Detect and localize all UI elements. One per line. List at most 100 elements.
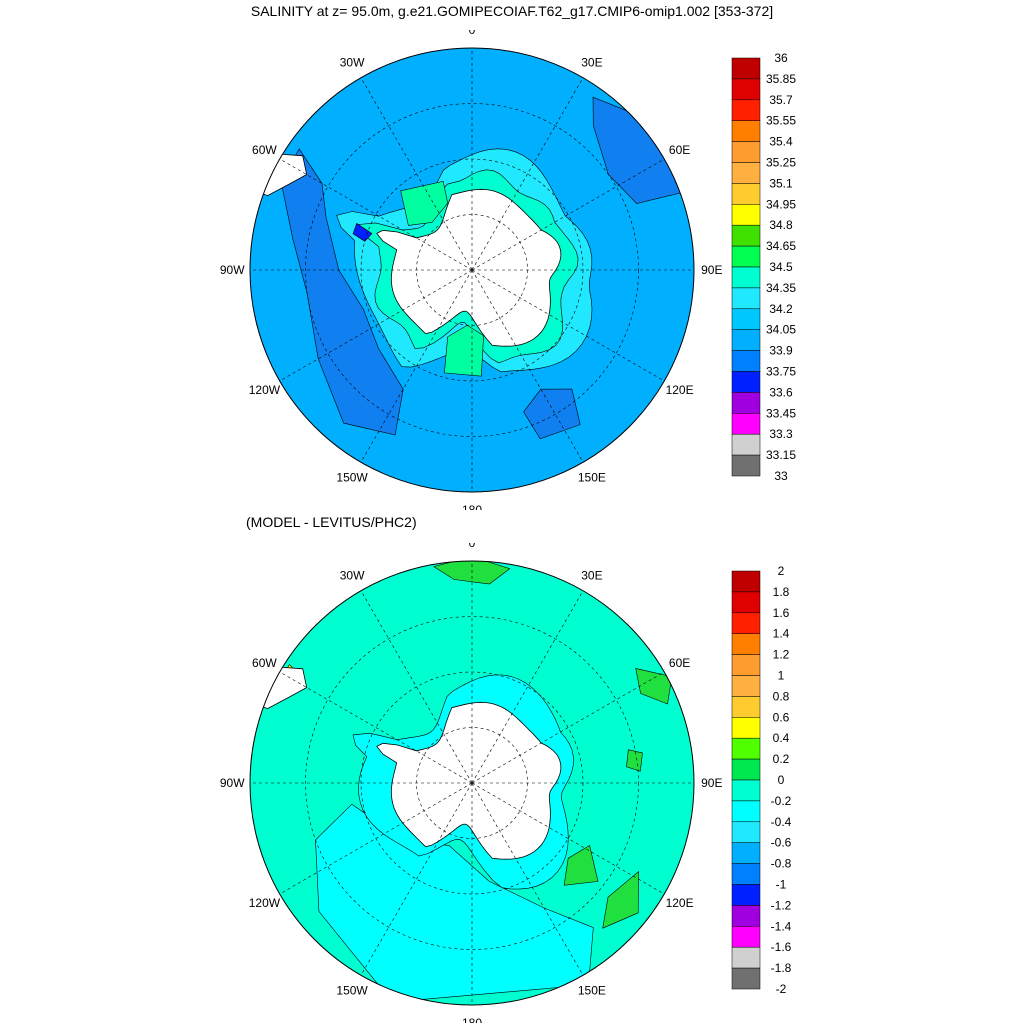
colorbar-swatch — [731, 350, 761, 372]
longitude-label: 120W — [249, 896, 281, 910]
colorbar-label: 34.05 — [766, 323, 796, 337]
colorbar-swatch — [731, 245, 761, 268]
longitude-line — [471, 77, 584, 271]
colorbar-label: -2 — [776, 982, 787, 996]
longitude-label: 60W — [252, 656, 277, 670]
colorbar-label: 35.25 — [766, 156, 796, 170]
colorbar-label: 33.75 — [766, 365, 796, 379]
colorbar-swatch — [731, 371, 761, 393]
colorbar-label: -1.2 — [771, 898, 792, 912]
longitude-label: 30E — [581, 568, 602, 582]
colorbar-swatch — [731, 57, 761, 80]
longitude-label: 60E — [669, 143, 690, 157]
high-salinity-patch — [444, 324, 484, 377]
longitude-line — [279, 158, 473, 271]
colorbar-label: 0.8 — [773, 689, 790, 703]
colorbar-label: 35.1 — [769, 176, 793, 190]
longitude-label: 150E — [578, 471, 606, 485]
longitude-line — [471, 782, 665, 895]
colorbar-label: -0.8 — [771, 857, 792, 871]
colorbar-label: 1.2 — [773, 648, 790, 662]
longitude-line — [471, 671, 665, 784]
colorbar-label: 35.85 — [766, 72, 796, 86]
colorbar-swatch — [731, 78, 761, 101]
longitude-label: 30E — [581, 55, 602, 69]
colorbar-swatch — [731, 967, 761, 990]
colorbar: 36 35.85 35.7 35.55 35.4 35.25 35.1 34.95 34.8 34… — [731, 51, 796, 483]
colorbar-label: 34.5 — [769, 260, 793, 274]
colorbar-swatch — [731, 99, 761, 121]
colorbar-swatch — [731, 654, 761, 676]
colorbar-label: 34.95 — [766, 197, 796, 211]
colorbar-swatch — [731, 329, 761, 351]
longitude-label: 90W — [220, 263, 245, 277]
salinity-difference-polar-map: 0 30E 60E 90E 120E 150E 180 150W 120W 90W 60W 30W 2 1… — [220, 543, 792, 1023]
colorbar-label: 35.7 — [769, 93, 793, 107]
longitude-label: 30W — [340, 55, 365, 69]
longitude-label: 150W — [336, 471, 368, 485]
longitude-label: 60E — [669, 656, 690, 670]
colorbar-label: 34.65 — [766, 239, 796, 253]
longitude-label: 0 — [469, 543, 476, 550]
colorbar-label: 33.6 — [769, 385, 793, 399]
positive-anomaly-patch — [563, 845, 599, 886]
colorbar-swatch — [731, 413, 761, 435]
colorbar-swatch — [731, 863, 761, 885]
longitude-label: 120E — [666, 383, 694, 397]
colorbar-label: 34.35 — [766, 281, 796, 295]
figure-subtitle: (MODEL - LEVITUS/PHC2) — [246, 514, 417, 530]
colorbar-swatch — [731, 612, 761, 634]
positive-anomaly-patch — [635, 668, 673, 705]
longitude-line — [360, 77, 473, 271]
graticule — [250, 561, 694, 1005]
positive-anomaly-patch — [602, 870, 639, 929]
colorbar-label: -1 — [776, 878, 787, 892]
longitude-line — [471, 158, 665, 271]
longitude-label: 180 — [462, 1016, 482, 1023]
positive-anomaly-patch — [626, 749, 643, 772]
colorbar-swatch — [731, 392, 761, 414]
longitude-label: 120E — [666, 896, 694, 910]
colorbar-swatch — [731, 570, 761, 593]
colorbar-label: 1.6 — [773, 606, 790, 620]
colorbar-swatch — [731, 433, 761, 456]
colorbar-swatch — [731, 946, 761, 969]
colorbar-label: 33.3 — [769, 427, 793, 441]
colorbar-label: 36 — [774, 51, 788, 65]
longitude-line — [471, 782, 584, 976]
colorbar-label: 1.8 — [773, 585, 790, 599]
latitude-circle — [305, 616, 639, 950]
colorbar-swatch — [731, 779, 761, 802]
latitude-circle — [305, 103, 639, 437]
longitude-label: 90E — [701, 263, 722, 277]
longitude-label: 180 — [462, 503, 482, 510]
colorbar-label: -0.6 — [771, 836, 792, 850]
longitude-line — [279, 269, 473, 382]
colorbar-swatch — [731, 800, 761, 823]
colorbar-label: 0.6 — [773, 710, 790, 724]
colorbar-swatch — [731, 120, 761, 142]
colorbar-swatch — [731, 926, 761, 948]
longitude-label: 90E — [701, 776, 722, 790]
longitude-line — [279, 782, 473, 895]
high-salinity-patch — [400, 180, 449, 226]
colorbar-swatch — [731, 224, 761, 247]
map-field-salinity — [250, 48, 694, 492]
colorbar-swatch — [731, 162, 761, 184]
colorbar-label: 0.2 — [773, 752, 790, 766]
colorbar-swatch — [731, 905, 761, 927]
colorbar-swatch — [731, 737, 761, 760]
colorbar-label: 0.4 — [773, 731, 790, 745]
figure-title: SALINITY at z= 95.0m, g.e21.GOMIPECOIAF.… — [250, 3, 774, 19]
longitude-label: 90W — [220, 776, 245, 790]
colorbar-swatch — [731, 308, 761, 330]
colorbar-label: 33 — [774, 469, 788, 483]
colorbar-label: 1 — [778, 669, 785, 683]
map-border — [249, 560, 695, 1006]
fresh-patch — [352, 222, 373, 242]
colorbar-swatch — [731, 287, 761, 310]
map-field-difference — [250, 561, 694, 1005]
colorbar-swatch — [731, 266, 761, 289]
longitude-label: 30W — [340, 568, 365, 582]
colorbar-label: 2 — [778, 564, 785, 578]
